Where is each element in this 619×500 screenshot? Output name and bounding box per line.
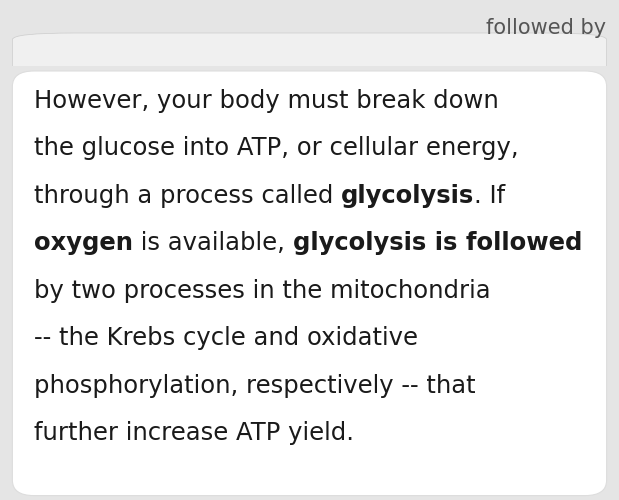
Text: glycolysis: glycolysis [341, 184, 474, 208]
FancyBboxPatch shape [12, 33, 607, 198]
Text: the glucose into ATP, or cellular energy,: the glucose into ATP, or cellular energy… [34, 136, 519, 160]
Text: by two processes in the mitochondria: by two processes in the mitochondria [34, 278, 491, 302]
Text: . If: . If [474, 184, 506, 208]
FancyBboxPatch shape [12, 71, 607, 496]
Text: is available,: is available, [133, 231, 293, 255]
Text: further increase ATP yield.: further increase ATP yield. [34, 421, 354, 445]
Text: phosphorylation, respectively -- that: phosphorylation, respectively -- that [34, 374, 475, 398]
Text: However, your body must break down: However, your body must break down [34, 88, 499, 112]
Text: glycolysis is followed: glycolysis is followed [293, 231, 582, 255]
Text: through a process called: through a process called [34, 184, 341, 208]
Text: oxygen: oxygen [34, 231, 133, 255]
Text: followed by: followed by [487, 18, 607, 38]
Text: -- the Krebs cycle and oxidative: -- the Krebs cycle and oxidative [34, 326, 418, 350]
